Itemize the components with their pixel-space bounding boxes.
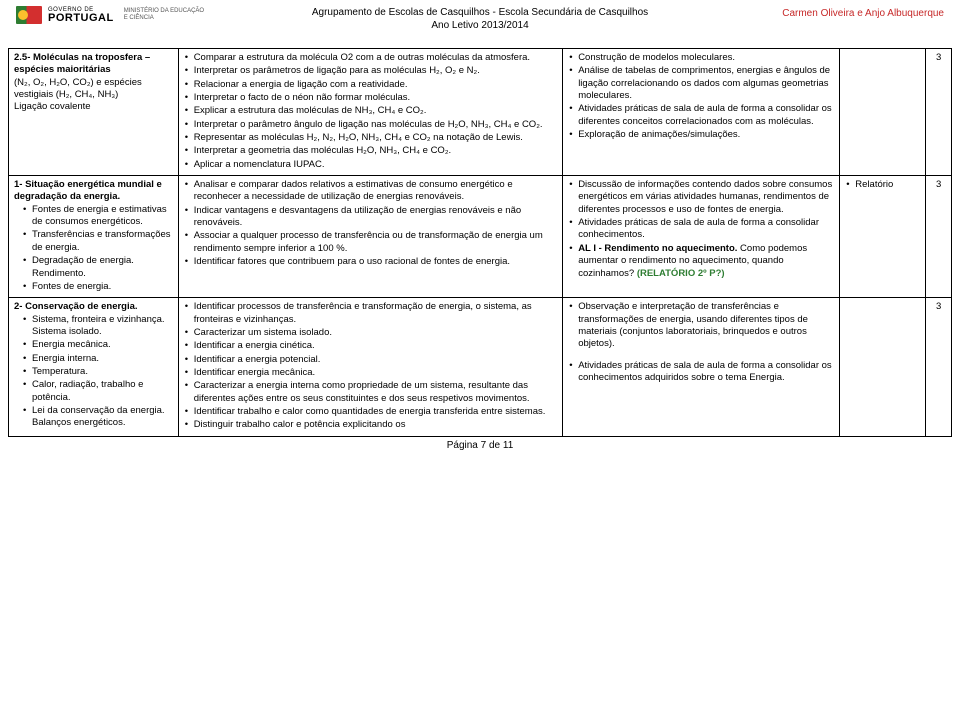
table-row: 2.5- Moléculas na troposfera – espécies … (9, 49, 952, 176)
instrument-cell: Relatório (840, 176, 926, 298)
list-item: Fontes de energia e estimativas de consu… (22, 204, 173, 229)
list-item: Fontes de energia. (22, 281, 173, 293)
list-item: Observação e interpretação de transferên… (568, 301, 834, 350)
list-item: Energia interna. (22, 353, 173, 365)
list-item: Sistema, fronteira e vizinhança. Sistema… (22, 314, 173, 339)
list-item: Identificar processos de transferência e… (184, 301, 558, 326)
portugal-flag-icon (16, 6, 42, 24)
list-item: Distinguir trabalho calor e potência exp… (184, 419, 558, 431)
table-row: 1- Situação energética mundial e degrada… (9, 176, 952, 298)
topic-cell: 1- Situação energética mundial e degrada… (9, 176, 179, 298)
gov-logo-block: GOVERNO DE PORTUGAL (16, 6, 114, 24)
list-item: AL I - Rendimento no aquecimento. Como p… (568, 243, 834, 280)
hours-cell: 3 (926, 49, 952, 176)
gov-text: GOVERNO DE PORTUGAL (48, 7, 114, 24)
list-item: Atividades práticas de sala de aula de f… (568, 103, 834, 128)
list-item: Lei da conservação da energia. Balanços … (22, 405, 173, 430)
activities-cell: Construção de modelos moleculares.Anális… (563, 49, 840, 176)
list-item: Interpretar o facto de o néon não formar… (184, 92, 558, 104)
table-row: 2- Conservação de energia.Sistema, front… (9, 298, 952, 436)
list-item: Caracterizar a energia interna como prop… (184, 380, 558, 405)
hours-cell: 3 (926, 298, 952, 436)
list-item: Associar a qualquer processo de transfer… (184, 230, 558, 255)
list-item: Identificar trabalho e calor como quanti… (184, 406, 558, 418)
list-item: Exploração de animações/simulações. (568, 129, 834, 141)
hours-cell: 3 (926, 176, 952, 298)
list-item: Calor, radiação, trabalho e potência. (22, 379, 173, 404)
ministerio-label: MINISTÉRIO DA EDUCAÇÃO E CIÊNCIA (124, 6, 204, 21)
page-footer: Página 7 de 11 (0, 437, 960, 451)
topic-cell: 2- Conservação de energia.Sistema, front… (9, 298, 179, 436)
list-item: Analisar e comparar dados relativos a es… (184, 179, 558, 204)
activities-cell: Observação e interpretação de transferên… (563, 298, 840, 436)
list-item: Temperatura. (22, 366, 173, 378)
list-item: Atividades práticas de sala de aula de f… (568, 360, 834, 385)
list-item: Identificar energia mecânica. (184, 367, 558, 379)
list-item: Identificar a energia potencial. (184, 354, 558, 366)
list-item: Interpretar a geometria das moléculas H₂… (184, 145, 558, 157)
instrument-cell (840, 49, 926, 176)
activities-cell: Discussão de informações contendo dados … (563, 176, 840, 298)
authors-label: Carmen Oliveira e Anjo Albuquerque (782, 8, 944, 19)
list-item: Transferências e transformações de energ… (22, 229, 173, 254)
list-item: Caracterizar um sistema isolado. (184, 327, 558, 339)
list-item: Relatório (845, 179, 920, 191)
list-item: Energia mecânica. (22, 339, 173, 351)
list-item: Discussão de informações contendo dados … (568, 179, 834, 216)
list-item: Atividades práticas de sala de aula de f… (568, 217, 834, 242)
objectives-cell: Comparar a estrutura da molécula O2 com … (178, 49, 563, 176)
list-item: Análise de tabelas de comprimentos, ener… (568, 65, 834, 102)
list-item: Construção de modelos moleculares. (568, 52, 834, 64)
list-item: Degradação de energia. Rendimento. (22, 255, 173, 280)
list-item: Explicar a estrutura das moléculas de NH… (184, 105, 558, 117)
objectives-cell: Identificar processos de transferência e… (178, 298, 563, 436)
objectives-cell: Analisar e comparar dados relativos a es… (178, 176, 563, 298)
list-item: Interpretar o parâmetro ângulo de ligaçã… (184, 119, 558, 131)
topic-cell: 2.5- Moléculas na troposfera – espécies … (9, 49, 179, 176)
list-item: Identificar fatores que contribuem para … (184, 256, 558, 268)
list-item: Interpretar os parâmetros de ligação par… (184, 65, 558, 77)
page-header: GOVERNO DE PORTUGAL MINISTÉRIO DA EDUCAÇ… (0, 0, 960, 48)
list-item: Representar as moléculas H₂, N₂, H₂O, NH… (184, 132, 558, 144)
list-item: Aplicar a nomenclatura IUPAC. (184, 159, 558, 171)
list-item: Comparar a estrutura da molécula O2 com … (184, 52, 558, 64)
curriculum-table: 2.5- Moléculas na troposfera – espécies … (8, 48, 952, 437)
gov-line2: PORTUGAL (48, 13, 114, 24)
list-item: Relacionar a energia de ligação com a re… (184, 79, 558, 91)
center-title: Agrupamento de Escolas de Casquilhos - E… (312, 6, 648, 32)
instrument-cell (840, 298, 926, 436)
list-item: Identificar a energia cinética. (184, 340, 558, 352)
list-item: Indicar vantagens e desvantagens da util… (184, 205, 558, 230)
